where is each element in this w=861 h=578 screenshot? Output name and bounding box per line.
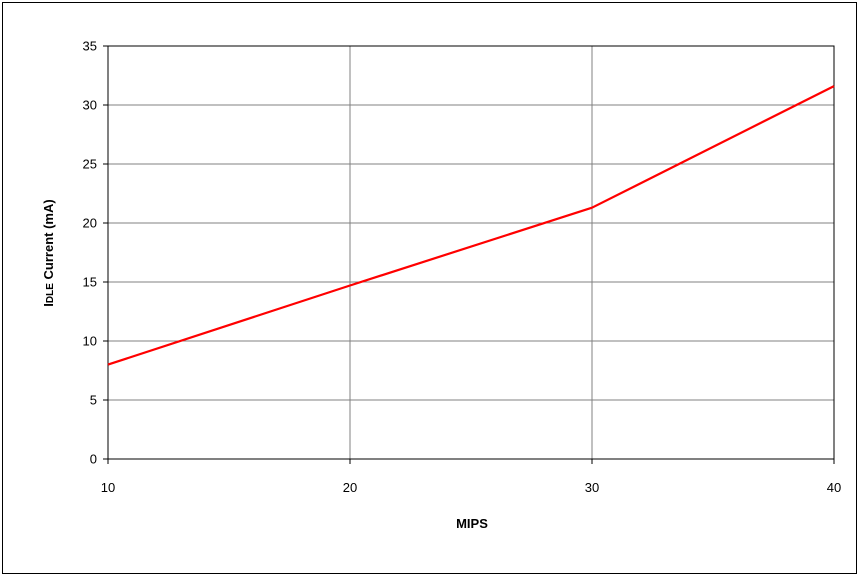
y-tick-label: 10 <box>83 334 97 349</box>
y-tick-label: 25 <box>83 157 97 172</box>
x-tick-label: 40 <box>827 480 841 495</box>
plot-area <box>107 45 835 460</box>
y-tick-label: 15 <box>83 275 97 290</box>
x-tick-label: 20 <box>343 480 357 495</box>
series-line <box>107 85 835 366</box>
x-axis-title: MIPS <box>456 516 488 531</box>
y-tick-label: 30 <box>83 98 97 113</box>
x-tick-label: 30 <box>585 480 599 495</box>
y-tick-label: 5 <box>90 393 97 408</box>
y-tick-label: 0 <box>90 452 97 467</box>
y-axis-title-prefix: I <box>41 303 56 307</box>
x-axis-ticks: 10 20 30 40 <box>101 459 841 495</box>
y-axis-ticks: 0 5 10 15 20 25 30 35 <box>83 39 108 467</box>
y-tick-label: 20 <box>83 216 97 231</box>
y-axis-title-suffix: Current (mA) <box>41 199 56 283</box>
series-layer <box>107 85 835 366</box>
y-axis-title: IDLE Current (mA) <box>41 199 56 306</box>
y-tick-label: 35 <box>83 39 97 54</box>
gridlines <box>108 46 834 459</box>
x-tick-label: 10 <box>101 480 115 495</box>
y-axis-title-smallcaps: DLE <box>45 283 56 303</box>
